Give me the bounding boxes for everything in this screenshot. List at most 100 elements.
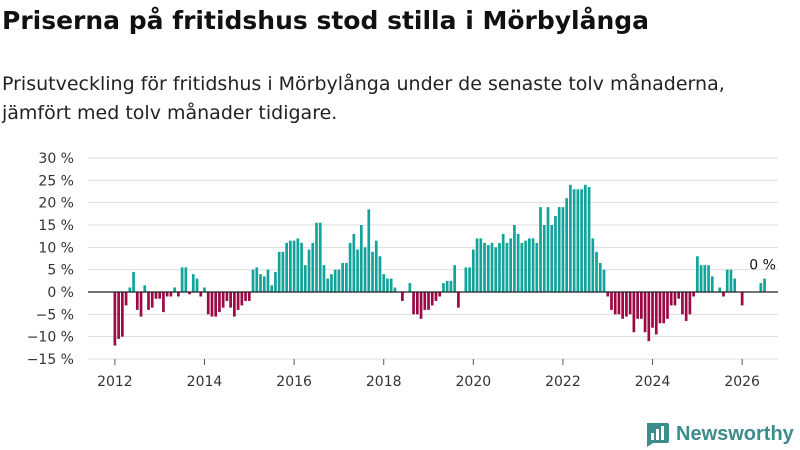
bar: [389, 278, 393, 292]
bar: [516, 233, 520, 292]
bar: [621, 292, 625, 319]
bar: [113, 292, 117, 346]
bar: [303, 265, 307, 292]
bar: [591, 238, 595, 292]
bar: [307, 249, 311, 292]
bar: [382, 274, 386, 292]
newsworthy-logo[interactable]: Newsworthy: [644, 419, 794, 449]
bar: [233, 292, 236, 317]
bar: [427, 292, 430, 310]
bar: [251, 269, 255, 292]
y-tick-label: 0 %: [47, 285, 74, 301]
bar: [617, 292, 621, 315]
bar: [177, 292, 180, 297]
bar: [763, 278, 766, 292]
bar: [147, 292, 150, 310]
bar: [337, 269, 341, 292]
bar: [453, 265, 456, 292]
bar: [221, 292, 225, 308]
bar: [386, 278, 389, 292]
x-tick-label: 2012: [97, 374, 133, 390]
bar: [173, 287, 176, 292]
tick-labels: −15 % −10 % −5 % 0 % 5 % 10 % 15 % 20 % 25 % 30 %…: [27, 151, 776, 390]
bar: [524, 240, 527, 292]
bar: [150, 292, 154, 308]
bar: [595, 251, 598, 292]
y-tick-label: 10 %: [38, 240, 74, 256]
bar: [449, 280, 453, 292]
bar: [479, 238, 483, 292]
bar: [274, 271, 277, 292]
bar: [203, 287, 206, 292]
bar: [259, 274, 262, 292]
bar: [442, 283, 445, 292]
bar: [610, 292, 613, 310]
bar: [359, 225, 363, 292]
bar: [333, 269, 337, 292]
bar: [643, 292, 647, 333]
bar: [557, 207, 561, 292]
bar: [143, 285, 147, 292]
bar: [561, 207, 565, 292]
bar: [165, 292, 169, 297]
bar: [438, 292, 442, 297]
bar: [613, 292, 617, 315]
bar: [729, 269, 733, 292]
bar: [121, 292, 124, 337]
bar: [580, 189, 583, 292]
bar: [419, 292, 423, 319]
bar: [281, 251, 285, 292]
bar: [509, 238, 513, 292]
y-tick-label: −10 %: [27, 330, 74, 346]
bar: [718, 287, 722, 292]
grid-lines: [88, 157, 778, 360]
bar: [707, 265, 710, 292]
bar: [180, 267, 184, 292]
y-tick-label: −5 %: [36, 307, 74, 323]
bar: [722, 292, 725, 297]
bar: [486, 245, 490, 292]
bar: [468, 267, 471, 292]
bar: [184, 267, 188, 292]
bar: [490, 242, 494, 292]
bar: [692, 292, 695, 297]
bar: [710, 276, 714, 292]
bar: [628, 292, 632, 315]
bar: [494, 247, 498, 292]
bar: [636, 292, 639, 319]
x-tick-label: 2018: [366, 374, 402, 390]
bar: [270, 285, 274, 292]
bar: [572, 189, 576, 292]
x-tick-label: 2024: [635, 374, 671, 390]
x-tick-label: 2016: [276, 374, 312, 390]
bar: [415, 292, 419, 315]
bar: [546, 207, 550, 292]
bar: [475, 238, 479, 292]
bar: [408, 283, 412, 292]
bar: [214, 292, 218, 317]
bar: [423, 292, 427, 310]
bar: [341, 262, 344, 292]
x-tick-label: 2014: [187, 374, 223, 390]
bar: [669, 292, 673, 306]
bar: [684, 292, 688, 322]
logo-text: Newsworthy: [676, 422, 794, 445]
bar: [206, 292, 210, 315]
y-tick-label: 15 %: [38, 218, 74, 234]
bar: [725, 269, 729, 292]
bar: [520, 242, 524, 292]
bar: [550, 225, 554, 292]
bar: [393, 287, 397, 292]
bar: [277, 251, 281, 292]
bar: [371, 251, 374, 292]
bar: [703, 265, 707, 292]
bar: [647, 292, 651, 342]
bar: [677, 292, 681, 299]
bar: [255, 267, 259, 292]
bar: [457, 292, 460, 308]
bar: [699, 265, 703, 292]
chart-title: Priserna på fritidshus stod stilla i Mör…: [2, 6, 650, 35]
chart-subtitle: Prisutveckling för fritidshus i Mörbylån…: [2, 73, 725, 124]
bar: [583, 184, 587, 292]
bar: [733, 278, 737, 292]
